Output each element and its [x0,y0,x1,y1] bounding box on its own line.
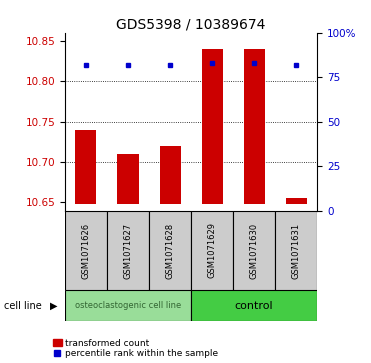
Text: GSM1071629: GSM1071629 [208,223,217,278]
Bar [233,211,275,290]
Bar [75,130,96,204]
Bar [191,290,317,321]
Bar [65,211,107,290]
Bar [201,49,223,204]
Bar [107,211,149,290]
Text: GSM1071627: GSM1071627 [124,223,132,278]
Bar [191,211,233,290]
Text: GSM1071628: GSM1071628 [165,223,174,278]
Bar [160,146,181,204]
Bar [118,154,138,204]
Text: ▶: ▶ [50,301,58,311]
Text: control: control [235,301,273,311]
Text: cell line: cell line [4,301,42,311]
Bar [275,211,317,290]
Bar [244,49,265,204]
Title: GDS5398 / 10389674: GDS5398 / 10389674 [116,17,266,32]
Bar [286,199,307,204]
Bar [149,211,191,290]
Text: GSM1071630: GSM1071630 [250,223,259,278]
Text: GSM1071631: GSM1071631 [292,223,301,278]
Bar [65,290,191,321]
Legend: transformed count, percentile rank within the sample: transformed count, percentile rank withi… [53,339,219,359]
Text: GSM1071626: GSM1071626 [82,223,91,278]
Text: osteoclastogenic cell line: osteoclastogenic cell line [75,301,181,310]
